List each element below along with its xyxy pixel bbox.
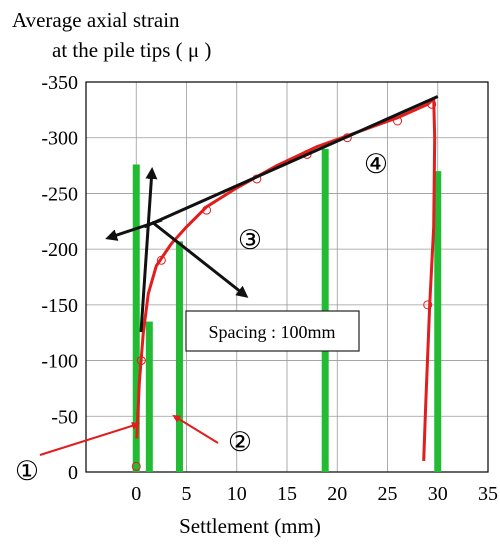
x-tick-label: 30 bbox=[428, 483, 448, 505]
trend-line-segment bbox=[143, 95, 439, 229]
arrow-up-black bbox=[139, 167, 158, 333]
x-tick-label: 20 bbox=[327, 483, 347, 505]
x-tick-labels: 0 5 10 15 20 25 30 35 bbox=[131, 483, 498, 505]
strain-bar bbox=[434, 171, 442, 472]
y-tick-label: -200 bbox=[41, 239, 78, 261]
spacing-box bbox=[185, 310, 360, 352]
x-axis-title: Settlement (mm) bbox=[179, 514, 321, 538]
trend-line bbox=[143, 95, 439, 229]
plot-frame bbox=[85, 81, 489, 473]
phase-label-4: ④ bbox=[364, 149, 388, 179]
strain-bar bbox=[145, 321, 153, 472]
y-tick-label: -350 bbox=[41, 72, 78, 94]
loading-curve bbox=[135, 97, 435, 439]
y-tick-label: -150 bbox=[41, 295, 78, 317]
x-tick-label: 10 bbox=[227, 483, 247, 505]
x-tick-label: 15 bbox=[277, 483, 297, 505]
strain-bar bbox=[132, 164, 140, 472]
y-tick-labels: -350 -300 -250 -200 -150 -100 -50 0 bbox=[41, 72, 78, 484]
unloading-curve bbox=[422, 98, 437, 461]
x-tick-label: 25 bbox=[378, 483, 398, 505]
data-point-marker bbox=[131, 461, 141, 471]
phase-label-2: ② bbox=[228, 427, 252, 457]
y-tick-label: -100 bbox=[41, 351, 78, 373]
red-curve bbox=[135, 97, 437, 461]
strain-bar bbox=[175, 241, 183, 472]
arrow-down-right-black bbox=[151, 220, 249, 298]
x-tick-label: 0 bbox=[131, 483, 141, 505]
y-tick-label: -50 bbox=[51, 406, 78, 428]
grid-lines bbox=[86, 81, 489, 473]
spacing-label: Spacing : 100mm bbox=[209, 322, 336, 342]
arrow-pointer-2 bbox=[172, 414, 219, 444]
y-tick-label: -250 bbox=[41, 183, 78, 205]
data-point-marker bbox=[423, 300, 433, 310]
phase-label-3: ③ bbox=[238, 225, 262, 255]
y-axis-title-line2: at the pile tips ( μ ) bbox=[52, 38, 212, 62]
x-tick-label: 35 bbox=[478, 483, 498, 505]
y-tick-label: 0 bbox=[68, 462, 78, 484]
phase-label-1: ① bbox=[15, 456, 39, 486]
x-tick-label: 5 bbox=[182, 483, 192, 505]
arrow-pointer-1 bbox=[39, 421, 140, 456]
y-axis-title-line1: Average axial strain bbox=[12, 8, 180, 32]
y-tick-label: -300 bbox=[41, 128, 78, 150]
